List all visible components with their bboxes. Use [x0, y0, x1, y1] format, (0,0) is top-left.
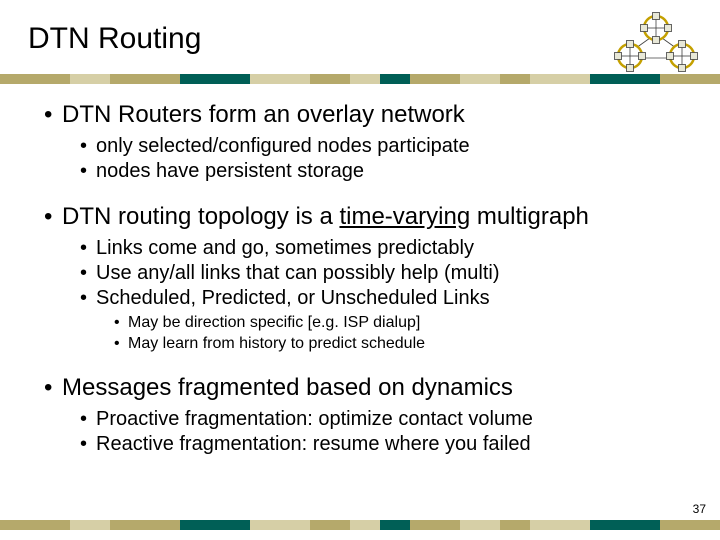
stripe-segment: [110, 74, 180, 84]
bullet-list: •DTN Routers form an overlay network•onl…: [44, 100, 690, 457]
page-number: 37: [693, 502, 706, 516]
list-item: •Proactive fragmentation: optimize conta…: [80, 407, 690, 432]
bullet-text: DTN Routers form an overlay network: [62, 100, 465, 130]
bullet-text: DTN routing topology is a time-varying m…: [62, 202, 589, 232]
stripe-segment: [590, 74, 660, 84]
list-item: •Reactive fragmentation: resume where yo…: [80, 432, 690, 457]
bullet-text: Messages fragmented based on dynamics: [62, 373, 513, 403]
stripe-segment: [110, 520, 180, 530]
stripe-segment: [0, 520, 70, 530]
stripe-segment: [460, 74, 500, 84]
stripe-segment: [350, 74, 380, 84]
bullet-marker: •: [44, 373, 62, 403]
stripe-segment: [530, 520, 590, 530]
stripe-segment: [250, 74, 310, 84]
bullet-text: Links come and go, sometimes predictably: [96, 236, 474, 261]
bullet-text: nodes have persistent storage: [96, 159, 364, 184]
stripe-bottom: [0, 520, 720, 530]
stripe-segment: [310, 520, 350, 530]
stripe-segment: [410, 520, 460, 530]
stripe-segment: [660, 74, 720, 84]
bullet-marker: •: [80, 286, 96, 311]
bullet-text: May be direction specific [e.g. ISP dial…: [128, 313, 420, 334]
slide: DTN Routing •DTN Routers form an overlay…: [0, 0, 720, 540]
bullet-text: May learn from history to predict schedu…: [128, 334, 425, 355]
list-item: •May learn from history to predict sched…: [114, 334, 690, 355]
stripe-segment: [310, 74, 350, 84]
slide-title: DTN Routing: [28, 22, 201, 56]
list-item: •Links come and go, sometimes predictabl…: [80, 236, 690, 261]
list-item: •nodes have persistent storage: [80, 159, 690, 184]
stripe-segment: [500, 520, 530, 530]
bullet-marker: •: [114, 313, 128, 334]
stripe-segment: [0, 74, 70, 84]
bullet-marker: •: [80, 134, 96, 159]
list: •Links come and go, sometimes predictabl…: [80, 236, 690, 355]
bullet-text: Use any/all links that can possibly help…: [96, 261, 500, 286]
bullet-marker: •: [80, 407, 96, 432]
bullet-marker: •: [44, 100, 62, 130]
stripe-segment: [380, 520, 410, 530]
network-diagram-icon: [606, 12, 706, 74]
stripe-segment: [250, 520, 310, 530]
stripe-segment: [660, 520, 720, 530]
stripe-segment: [590, 520, 660, 530]
stripe-segment: [500, 74, 530, 84]
list-item: •Scheduled, Predicted, or Unscheduled Li…: [80, 286, 690, 355]
stripe-segment: [180, 74, 250, 84]
bullet-marker: •: [80, 159, 96, 184]
content-area: •DTN Routers form an overlay network•onl…: [44, 100, 690, 475]
list: •only selected/configured nodes particip…: [80, 134, 690, 184]
list-item: •May be direction specific [e.g. ISP dia…: [114, 313, 690, 334]
bullet-text: Scheduled, Predicted, or Unscheduled Lin…: [96, 286, 490, 311]
bullet-text: Proactive fragmentation: optimize contac…: [96, 407, 533, 432]
stripe-segment: [380, 74, 410, 84]
list-item: •Use any/all links that can possibly hel…: [80, 261, 690, 286]
list-item: •DTN routing topology is a time-varying …: [44, 202, 690, 355]
stripe-segment: [350, 520, 380, 530]
list: •Proactive fragmentation: optimize conta…: [80, 407, 690, 457]
bullet-marker: •: [114, 334, 128, 355]
bullet-marker: •: [80, 432, 96, 457]
list-item: •DTN Routers form an overlay network•onl…: [44, 100, 690, 184]
stripe-segment: [410, 74, 460, 84]
bullet-text: only selected/configured nodes participa…: [96, 134, 470, 159]
list-item: •Messages fragmented based on dynamics•P…: [44, 373, 690, 457]
bullet-marker: •: [80, 261, 96, 286]
bullet-marker: •: [44, 202, 62, 232]
stripe-segment: [70, 520, 110, 530]
stripe-segment: [460, 520, 500, 530]
list: •May be direction specific [e.g. ISP dia…: [114, 313, 690, 355]
list-item: •only selected/configured nodes particip…: [80, 134, 690, 159]
bullet-text: Reactive fragmentation: resume where you…: [96, 432, 531, 457]
bullet-marker: •: [80, 236, 96, 261]
stripe-segment: [180, 520, 250, 530]
stripe-segment: [530, 74, 590, 84]
stripe-segment: [70, 74, 110, 84]
stripe-top: [0, 74, 720, 84]
